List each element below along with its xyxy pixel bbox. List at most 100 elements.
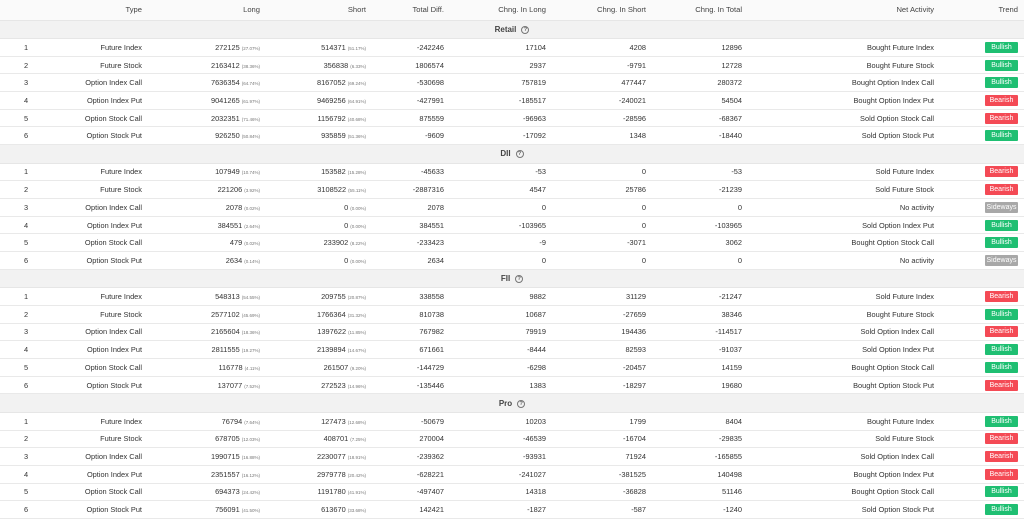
row-chng-long: -185517 xyxy=(450,91,552,110)
help-icon[interactable]: ? xyxy=(517,399,526,408)
short-value: 1766364 xyxy=(316,309,346,319)
trend-badge: Bullish xyxy=(985,130,1018,142)
col-header-chng-total[interactable]: Chng. In Total xyxy=(652,0,748,21)
table-row: 4 Option Index Put 9041265 (61.97%) 94692… xyxy=(0,91,1024,110)
row-total-diff: 2634 xyxy=(372,251,450,270)
row-long: 137077 (7.52%) xyxy=(148,376,266,395)
row-short: 0 (0.00%) xyxy=(266,251,372,270)
row-trend: Bullish xyxy=(940,358,1024,377)
row-total-diff: -2887316 xyxy=(372,180,450,199)
row-long: 76794 (7.64%) xyxy=(148,412,266,431)
row-total-diff: -242246 xyxy=(372,38,450,57)
long-percent: (45.69%) xyxy=(241,312,260,318)
row-short: 209755 (20.87%) xyxy=(266,287,372,306)
row-chng-long: -93931 xyxy=(450,447,552,466)
row-short: 153582 (15.28%) xyxy=(266,163,372,182)
long-value: 548313 xyxy=(215,292,240,302)
long-value: 678705 xyxy=(215,434,240,444)
table-row: 2 Future Stock 2577102 (45.69%) 1766364 (3… xyxy=(0,305,1024,324)
row-chng-long: -53 xyxy=(450,163,552,182)
row-chng-total: 0 xyxy=(652,251,748,270)
short-value: 613670 xyxy=(321,505,346,515)
row-type: Option Index Call xyxy=(42,73,148,93)
trend-badge: Bullish xyxy=(985,41,1018,53)
row-net-activity: Sold Option Stock Put xyxy=(748,126,940,146)
trend-badge: Bearish xyxy=(985,451,1018,463)
row-short: 1156792 (40.68%) xyxy=(266,109,372,128)
short-value: 2230077 xyxy=(316,452,346,462)
short-value: 261507 xyxy=(323,362,349,372)
row-short: 8167052 (69.24%) xyxy=(266,73,372,93)
row-chng-total: 14159 xyxy=(652,358,748,377)
row-net-activity: Sold Future Stock xyxy=(748,430,940,449)
row-long: 9041265 (61.97%) xyxy=(148,91,266,110)
row-trend: Bullish xyxy=(940,305,1024,324)
short-percent: (20.87%) xyxy=(347,295,366,301)
section-title: DII xyxy=(500,149,511,159)
col-header-total-diff[interactable]: Total Diff. xyxy=(372,0,450,21)
table-row: 3 Option Index Call 2078 (0.02%) 0 (0.00%)… xyxy=(0,198,1024,217)
short-percent: (9.20%) xyxy=(350,365,366,371)
row-short: 613670 (33.68%) xyxy=(266,500,372,519)
row-chng-long: -6298 xyxy=(450,358,552,377)
trend-badge: Bearish xyxy=(985,433,1018,445)
row-short: 272523 (14.96%) xyxy=(266,376,372,395)
short-value: 0 xyxy=(344,220,349,230)
row-total-diff: -530698 xyxy=(372,73,450,93)
row-chng-short: 25786 xyxy=(552,180,652,199)
col-header-long[interactable]: Long xyxy=(148,0,266,21)
row-net-activity: Sold Option Stock Put xyxy=(748,500,940,519)
row-type: Option Stock Call xyxy=(42,233,148,253)
col-header-type[interactable]: Type xyxy=(42,0,148,21)
section-title: FII xyxy=(500,274,511,283)
row-short: 2139894 (14.67%) xyxy=(266,340,372,359)
row-chng-total: 12896 xyxy=(652,38,748,57)
short-value: 408701 xyxy=(323,434,349,444)
long-percent: (64.74%) xyxy=(241,81,260,87)
row-type: Future Index xyxy=(42,412,148,431)
row-chng-short: -3071 xyxy=(552,233,652,253)
short-value: 209755 xyxy=(321,292,346,302)
table-row: 6 Option Stock Put 926250 (50.84%) 935859… xyxy=(0,126,1024,146)
row-type: Future Index xyxy=(42,163,148,182)
help-icon[interactable]: ? xyxy=(515,274,524,283)
row-short: 261507 (9.20%) xyxy=(266,358,372,377)
help-icon[interactable]: ? xyxy=(515,150,524,159)
col-header-short[interactable]: Short xyxy=(266,0,372,21)
row-net-activity: No activity xyxy=(748,251,940,270)
row-chng-total: -1240 xyxy=(652,500,748,519)
col-header-chng-long[interactable]: Chng. In Long xyxy=(450,0,552,21)
row-total-diff: 338558 xyxy=(372,287,450,306)
help-icon[interactable]: ? xyxy=(521,25,530,34)
long-value: 9041265 xyxy=(210,95,240,105)
long-percent: (16.88%) xyxy=(241,455,260,461)
row-type: Option Index Put xyxy=(42,216,148,235)
col-header-net-activity[interactable]: Net Activity xyxy=(748,0,940,21)
row-short: 514371 (51.17%) xyxy=(266,38,372,57)
row-chng-long: -46539 xyxy=(450,430,552,449)
col-header-chng-short[interactable]: Chng. In Short xyxy=(552,0,652,21)
row-long: 678705 (12.03%) xyxy=(148,430,266,449)
long-value: 2811555 xyxy=(211,345,240,355)
row-chng-total: 51146 xyxy=(652,483,748,502)
short-value: 3108522 xyxy=(317,185,347,195)
short-percent: (0.00%) xyxy=(350,258,366,264)
table-row: 3 Option Index Call 7636354 (64.74%) 8167… xyxy=(0,73,1024,93)
table-row: 6 Option Stock Put 756091 (41.50%) 613670… xyxy=(0,500,1024,519)
row-chng-long: 9882 xyxy=(450,287,552,306)
row-type: Future Stock xyxy=(42,180,148,199)
row-trend: Bullish xyxy=(940,216,1024,235)
row-trend: Bearish xyxy=(940,376,1024,395)
col-header-trend[interactable]: Trend xyxy=(940,0,1024,21)
row-chng-long: 1383 xyxy=(450,376,552,395)
row-index: 2 xyxy=(0,56,42,75)
row-long: 548313 (54.55%) xyxy=(148,287,266,306)
section-header-fii: FII? xyxy=(0,269,1024,289)
row-chng-short: -9791 xyxy=(552,56,652,75)
row-chng-short: 4208 xyxy=(552,38,652,57)
row-chng-long: -9 xyxy=(450,233,552,253)
row-index: 3 xyxy=(0,447,42,466)
short-percent: (41.91%) xyxy=(347,490,366,496)
row-chng-short: -27659 xyxy=(552,305,652,324)
table-row: 2 Future Stock 2163412 (38.36%) 356838 (6.… xyxy=(0,56,1024,75)
